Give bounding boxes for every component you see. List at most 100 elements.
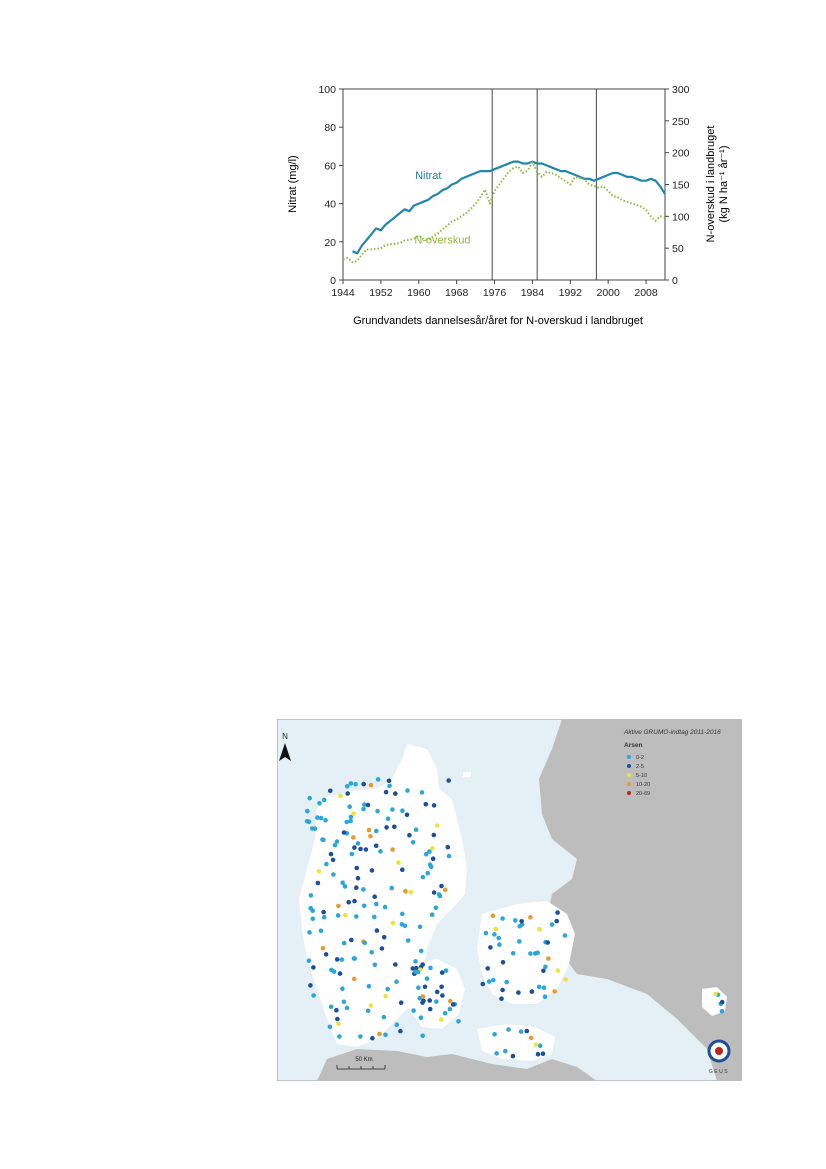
sampling-point (365, 1008, 371, 1014)
sampling-point (490, 913, 496, 918)
sampling-point (335, 1016, 340, 1022)
sampling-point (345, 784, 350, 789)
sampling-point (528, 951, 533, 956)
y-left-tick-label: 0 (330, 275, 336, 287)
sampling-point (442, 1011, 448, 1016)
sampling-point (352, 898, 357, 904)
sampling-point (425, 870, 430, 876)
sampling-point (372, 914, 377, 920)
series-line-n-overskud (342, 161, 666, 264)
sampling-point (342, 884, 348, 889)
sampling-point (315, 880, 321, 886)
sampling-point (354, 865, 360, 871)
y-right-tick-label: 200 (672, 148, 690, 160)
sampling-point (510, 951, 516, 956)
sampling-point (305, 808, 310, 814)
sampling-point (335, 913, 341, 918)
y-axis-label-left: Nitrat (mg/l) (287, 155, 299, 212)
sampling-point (306, 958, 312, 963)
sampling-point (382, 904, 388, 910)
sampling-point (373, 843, 379, 849)
sampling-points (304, 777, 725, 1059)
sampling-point (310, 916, 316, 921)
sampling-point (540, 1051, 546, 1056)
sampling-point (433, 905, 439, 911)
sampling-point (311, 965, 316, 970)
sampling-point (369, 868, 375, 873)
map-legend-title: Aktive GRUMO-indtag 2011-2016 (623, 729, 721, 736)
y-left-tick-label: 20 (324, 237, 336, 249)
sampling-point (421, 998, 426, 1004)
sampling-point (394, 979, 399, 984)
sampling-point (365, 802, 371, 808)
sampling-point (563, 977, 568, 982)
sampling-point (440, 993, 445, 998)
sampling-point (413, 965, 419, 971)
sampling-point (422, 984, 428, 990)
sampling-point (308, 983, 313, 988)
sampling-point (492, 1032, 497, 1037)
legend-swatch-5-10 (627, 773, 631, 777)
sampling-point (378, 849, 383, 854)
sampling-point (431, 803, 437, 808)
sampling-point (427, 998, 432, 1003)
chart-series: Nitrat N-overskud (342, 160, 666, 264)
sampling-point (428, 864, 434, 870)
sampling-point (381, 1014, 387, 1020)
sampling-point (491, 977, 496, 983)
sampling-point (528, 1035, 534, 1041)
sampling-point (439, 984, 444, 990)
sampling-point (427, 849, 432, 854)
sampling-point (337, 1034, 342, 1039)
sampling-point (555, 910, 560, 915)
plot-frame (342, 88, 666, 281)
sampling-point (372, 894, 377, 899)
sampling-point (375, 777, 381, 782)
sampling-point (510, 1053, 516, 1059)
x-tick-label: 1968 (445, 287, 469, 299)
sampling-point (307, 930, 312, 935)
sampling-point (355, 841, 361, 846)
sampling-point (416, 985, 421, 990)
sampling-point (390, 847, 395, 852)
legend-label-2-5: 2-5 (636, 764, 644, 770)
legend-label-20-69: 20-69 (636, 791, 650, 797)
geus-logo: GEUS (707, 1039, 731, 1075)
legend-label-5-10: 5-10 (636, 773, 647, 779)
sampling-point (344, 1005, 350, 1011)
sampling-point (348, 818, 353, 824)
sampling-point (404, 812, 410, 818)
sampling-point (362, 802, 367, 807)
sampling-point (492, 932, 497, 937)
sampling-point (535, 1051, 541, 1057)
sampling-point (370, 1035, 375, 1041)
sampling-point (405, 938, 411, 943)
sampling-point (417, 924, 423, 930)
zealand (477, 901, 575, 1004)
sampling-point (486, 979, 492, 984)
sampling-point (348, 814, 354, 820)
sampling-point (372, 962, 378, 968)
sweden-landmass (539, 719, 742, 1081)
sampling-point (311, 993, 316, 998)
sampling-point (384, 825, 389, 830)
sampling-point (340, 986, 345, 991)
sampling-point (549, 922, 555, 927)
sampling-point (418, 948, 424, 954)
sampling-point (351, 811, 356, 817)
sampling-point (321, 914, 327, 920)
sampling-point (385, 986, 390, 992)
sampling-point (323, 817, 328, 823)
sampling-point (323, 952, 329, 957)
map-legend-subtitle: Arsen (624, 742, 642, 749)
sampling-point (389, 885, 395, 891)
sampling-point (316, 869, 322, 874)
sampling-point (341, 940, 347, 946)
sampling-point (403, 888, 408, 894)
sampling-point (713, 991, 718, 997)
sampling-point (407, 832, 412, 838)
north-arrow-icon (279, 743, 291, 761)
sampling-point (368, 1003, 374, 1008)
scale-bar: 50 Km (336, 1057, 386, 1070)
sampling-point (546, 956, 551, 961)
